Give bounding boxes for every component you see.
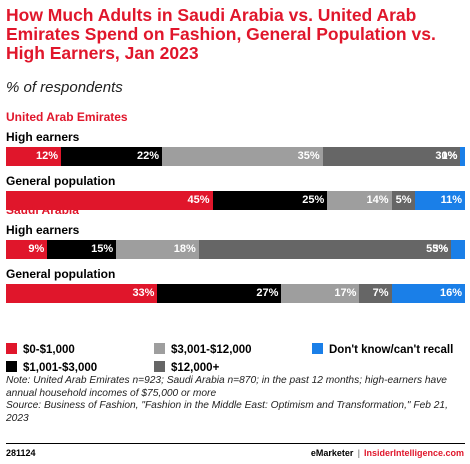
- chart-id: 281124: [6, 448, 36, 458]
- bar-segment: [157, 284, 282, 303]
- row-label: High earners: [6, 130, 80, 144]
- legend-swatch: [154, 343, 165, 354]
- data-label: 22%: [137, 150, 160, 162]
- data-label: 16%: [439, 287, 462, 299]
- data-label: 15%: [91, 243, 114, 255]
- data-label: 1%: [441, 150, 458, 162]
- chart-subtitle: % of respondents: [6, 79, 123, 96]
- group-title: Saudi Arabia: [6, 203, 79, 217]
- bar-row: 12% 22% 35% 30% 1%: [6, 147, 466, 166]
- bar-segment: [414, 191, 466, 210]
- data-label: 18%: [173, 243, 196, 255]
- legend-item: $3,001-$12,000: [154, 343, 252, 356]
- bar-segment: [391, 284, 466, 303]
- legend-swatch: [6, 361, 17, 372]
- bar-segment: [47, 240, 117, 259]
- chart-title: How Much Adults in Saudi Arabia vs. Unit…: [6, 5, 436, 63]
- legend-label: $0-$1,000: [23, 344, 75, 356]
- legend-label: Don't know/can't recall: [329, 344, 454, 356]
- row-label: General population: [6, 174, 116, 188]
- bar-segment: [281, 284, 360, 303]
- row-label: High earners: [6, 223, 80, 237]
- bar-segment: [322, 147, 461, 166]
- brand-separator: |: [357, 448, 360, 458]
- legend-item: Don't know/can't recall: [312, 343, 453, 356]
- group-title: United Arab Emirates: [6, 110, 128, 124]
- footer-divider: [6, 443, 465, 444]
- data-label: 33%: [132, 287, 155, 299]
- data-label: 7%: [372, 287, 389, 299]
- data-label: 12%: [36, 150, 59, 162]
- data-label: 27%: [256, 287, 279, 299]
- bar-segment: [391, 191, 415, 210]
- legend-item: $0-$1,000: [6, 343, 75, 356]
- bar-segment: [61, 147, 163, 166]
- data-label: 11%: [440, 194, 462, 206]
- source-text: Source: Business of Fashion, "Fashion in…: [6, 400, 448, 424]
- data-label: 17%: [334, 287, 357, 299]
- bar-segment: [359, 284, 393, 303]
- data-label: 55%: [426, 243, 449, 255]
- data-label: 30%: [435, 150, 458, 162]
- bar-row: 33% 27% 17% 7% 16%: [6, 284, 466, 303]
- legend-label: $3,001-$12,000: [171, 344, 252, 356]
- data-label: 9%: [28, 243, 45, 255]
- bar-segment: [162, 147, 324, 166]
- bar-segment: [6, 240, 48, 259]
- brand-name: eMarketer: [310, 448, 354, 458]
- data-label: 14%: [366, 194, 389, 206]
- data-label: 45%: [187, 194, 210, 206]
- bar-segment: [116, 240, 200, 259]
- row-label: General population: [6, 267, 116, 281]
- legend-item: $12,000+: [154, 361, 219, 374]
- bar-segment: [6, 147, 62, 166]
- bar-segment: [6, 284, 158, 303]
- legend-label: $12,000+: [171, 362, 220, 374]
- data-label: 3%: [432, 243, 449, 255]
- data-label: 25%: [302, 194, 325, 206]
- bar-segment: [327, 191, 393, 210]
- bar-segment: [460, 147, 466, 166]
- legend-swatch: [6, 343, 17, 354]
- data-label: 5%: [395, 194, 412, 206]
- chart-notes: Note: United Arab Emirates n=923; Saudi …: [6, 375, 466, 425]
- note-text: Note: United Arab Emirates n=923; Saudi …: [6, 375, 447, 399]
- legend-label: $1,001-$3,000: [23, 362, 98, 374]
- bar-segment: [6, 191, 214, 210]
- data-label: 35%: [297, 150, 320, 162]
- bar-row: 45% 25% 14% 5% 11%: [6, 191, 466, 210]
- legend-item: $1,001-$3,000: [6, 361, 97, 374]
- brand-site: InsiderIntelligence.com: [363, 448, 464, 458]
- bar-row: 9% 15% 18% 55% 3%: [6, 240, 466, 259]
- legend-swatch: [154, 361, 165, 372]
- bar-segment: [212, 191, 328, 210]
- bar-segment: [198, 240, 452, 259]
- bar-segment: [451, 240, 466, 259]
- footer-brand: eMarketer | InsiderIntelligence.com: [311, 448, 464, 458]
- legend-swatch: [312, 343, 323, 354]
